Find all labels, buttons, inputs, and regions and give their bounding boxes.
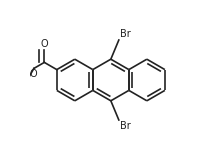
Text: O: O [40, 39, 48, 49]
Text: O: O [29, 69, 37, 79]
Text: Br: Br [120, 29, 131, 39]
Text: Br: Br [120, 121, 131, 131]
